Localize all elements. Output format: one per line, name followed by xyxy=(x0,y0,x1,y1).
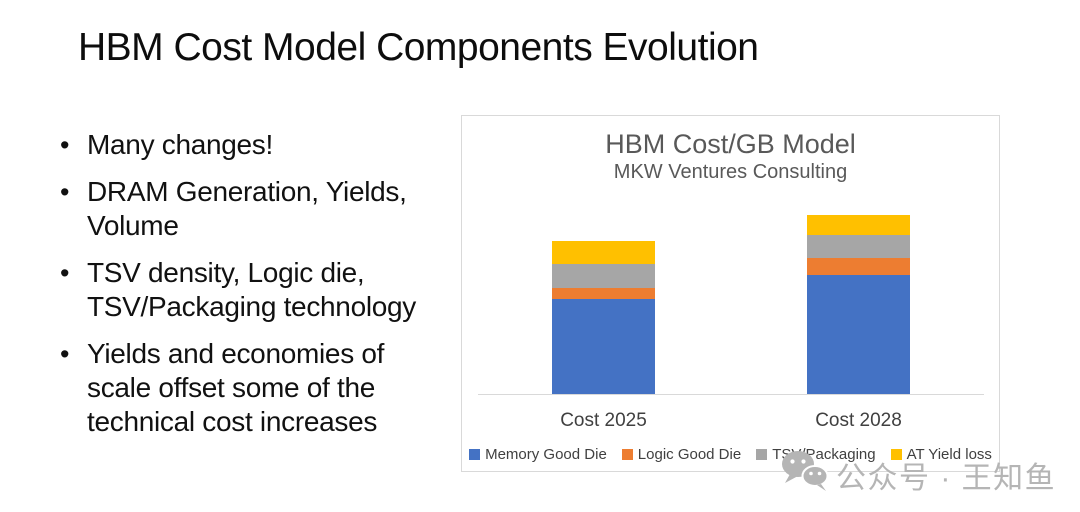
legend-item-memory-good-die: Memory Good Die xyxy=(469,446,607,463)
bar-segment-at-yield-loss xyxy=(807,215,910,235)
bar-segment-memory-good-die xyxy=(552,299,655,394)
legend-label: Memory Good Die xyxy=(485,446,607,463)
legend-label: Logic Good Die xyxy=(637,446,742,463)
bar-segment-memory-good-die xyxy=(807,275,910,394)
bullet-text: Yields and economies of scale offset some… xyxy=(87,338,385,437)
bar-segment-logic-good-die xyxy=(552,288,655,299)
legend-swatch-memory-good-die xyxy=(469,449,481,460)
legend-item-logic-good-die: Logic Good Die xyxy=(621,446,742,463)
bar-segment-tsv-packaging xyxy=(552,264,655,288)
bullet-item: • Many changes! xyxy=(60,128,460,162)
bullet-item: • DRAM Generation, Yields, Volume xyxy=(60,175,460,243)
bullet-marker: • xyxy=(60,130,70,160)
legend-swatch-at-yield-loss xyxy=(890,449,902,460)
x-axis-line xyxy=(478,394,984,395)
bullet-text: Many changes! xyxy=(87,129,273,160)
chart-subtitle: MKW Ventures Consulting xyxy=(613,161,848,183)
bar-segment-at-yield-loss xyxy=(552,241,655,264)
wechat-icon xyxy=(781,450,829,497)
bar-segment-logic-good-die xyxy=(807,258,910,275)
bullet-list: • Many changes! • DRAM Generation, Yields, V… xyxy=(60,128,460,452)
legend-swatch-tsv-packaging xyxy=(756,449,768,460)
chart-title: HBM Cost/GB Model xyxy=(605,129,856,159)
watermark-text: 公众号 · 王知鱼 xyxy=(836,462,1057,495)
bullet-item: • TSV density, Logic die, TSV/Packaging te… xyxy=(60,256,460,324)
hbm-cost-chart: HBM Cost/GB Model MKW Ventures Consultin… xyxy=(461,115,1000,472)
bullet-text: DRAM Generation, Yields, Volume xyxy=(87,176,407,241)
bullet-text: TSV density, Logic die, TSV/Packaging tec… xyxy=(87,257,417,322)
x-axis-label-cost-2028: Cost 2028 xyxy=(815,410,902,431)
legend-swatch-logic-good-die xyxy=(621,449,633,460)
legend-item-at-yield-loss: AT Yield loss xyxy=(890,446,992,463)
x-axis-label-cost-2025: Cost 2025 xyxy=(560,410,647,431)
bullet-marker: • xyxy=(60,339,70,369)
bullet-marker: • xyxy=(60,258,70,288)
bar-segment-tsv-packaging xyxy=(807,235,910,258)
bullet-item: • Yields and economies of scale offset som… xyxy=(60,337,460,439)
watermark: 公众号 · 王知鱼 xyxy=(781,450,1055,497)
bullet-marker: • xyxy=(60,177,70,207)
legend-label: AT Yield loss xyxy=(906,446,992,463)
slide-title: HBM Cost Model Components Evolution xyxy=(78,26,759,69)
